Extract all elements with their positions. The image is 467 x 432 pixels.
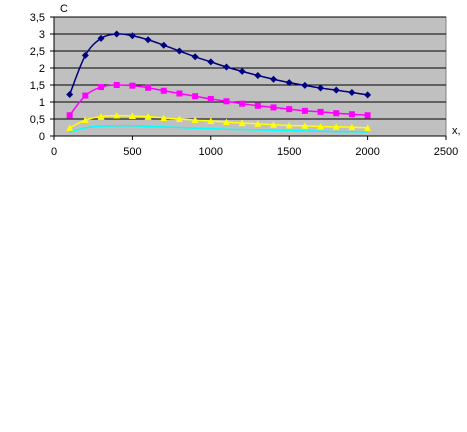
y-tick-label: 3 bbox=[39, 29, 45, 41]
data-point bbox=[286, 106, 293, 113]
data-point bbox=[223, 98, 230, 105]
data-point bbox=[98, 84, 105, 91]
data-point bbox=[81, 116, 89, 124]
data-point bbox=[129, 82, 136, 89]
y-tick-label: 3,5 bbox=[30, 12, 45, 24]
data-point bbox=[254, 120, 262, 127]
data-point bbox=[66, 124, 74, 131]
data-point bbox=[191, 116, 199, 124]
data-point bbox=[113, 30, 121, 38]
data-point bbox=[239, 100, 246, 107]
gridlines bbox=[54, 16, 446, 120]
data-point bbox=[254, 102, 261, 109]
data-point bbox=[270, 121, 278, 128]
data-point bbox=[192, 93, 199, 100]
y-axis-label: C bbox=[60, 3, 68, 15]
data-point bbox=[66, 112, 73, 119]
data-point bbox=[317, 122, 325, 130]
tick-labels: 0 0,5 1 1,5 2 2,5 3 3,5 0 500 1000 1500 2000 2500 bbox=[30, 12, 459, 158]
data-point bbox=[144, 113, 152, 120]
data-point bbox=[270, 104, 277, 111]
x-tick-label: 2000 bbox=[355, 146, 379, 158]
data-point bbox=[222, 63, 230, 71]
x-axis-label: x, bbox=[452, 125, 461, 137]
series-markers bbox=[66, 30, 372, 131]
y-tick-label: 0,5 bbox=[30, 114, 45, 126]
data-point bbox=[175, 115, 183, 122]
y-tick-label: 1 bbox=[39, 97, 45, 109]
x-tick-label: 2500 bbox=[434, 146, 458, 158]
data-point bbox=[207, 117, 215, 125]
data-point bbox=[364, 112, 371, 119]
data-point bbox=[66, 91, 74, 99]
data-point bbox=[175, 47, 183, 55]
data-point bbox=[160, 87, 167, 94]
data-point bbox=[285, 79, 293, 87]
data-point bbox=[222, 118, 230, 126]
data-point bbox=[301, 122, 309, 129]
data-point bbox=[113, 112, 121, 119]
x-tick-label: 0 bbox=[51, 146, 57, 158]
data-point bbox=[82, 92, 89, 99]
data-point bbox=[160, 41, 168, 49]
x-tick-label: 1500 bbox=[277, 146, 301, 158]
data-point bbox=[348, 88, 356, 96]
data-point bbox=[270, 75, 278, 83]
data-point bbox=[317, 108, 324, 115]
data-point bbox=[364, 124, 372, 131]
data-point bbox=[348, 123, 356, 131]
data-point bbox=[238, 119, 246, 127]
data-point bbox=[348, 111, 355, 118]
data-point bbox=[128, 32, 136, 40]
data-point bbox=[332, 123, 340, 130]
data-point bbox=[81, 51, 89, 59]
data-point bbox=[332, 86, 340, 94]
series-line-4 bbox=[69, 124, 368, 133]
data-point bbox=[97, 34, 105, 42]
data-point bbox=[144, 36, 152, 44]
data-point bbox=[333, 110, 340, 117]
data-point bbox=[97, 113, 105, 120]
x-tick-label: 500 bbox=[123, 146, 141, 158]
data-point bbox=[191, 53, 199, 61]
x-tick-label: 1000 bbox=[199, 146, 223, 158]
data-point bbox=[238, 67, 246, 75]
data-point bbox=[254, 71, 262, 79]
y-tick-label: 1,5 bbox=[30, 80, 45, 92]
y-tick-label: 2,5 bbox=[30, 46, 45, 58]
data-point bbox=[145, 84, 152, 91]
data-point bbox=[301, 81, 309, 89]
data-point bbox=[317, 84, 325, 92]
data-point bbox=[364, 91, 372, 99]
data-point bbox=[128, 112, 136, 119]
data-point bbox=[113, 82, 120, 88]
axes bbox=[50, 16, 447, 140]
y-tick-label: 0 bbox=[39, 131, 45, 143]
data-point bbox=[207, 58, 215, 66]
data-point bbox=[301, 107, 308, 114]
data-point bbox=[176, 90, 183, 97]
y-tick-label: 2 bbox=[39, 63, 45, 75]
data-point bbox=[207, 95, 214, 102]
data-point bbox=[160, 114, 168, 121]
data-point bbox=[285, 121, 293, 129]
